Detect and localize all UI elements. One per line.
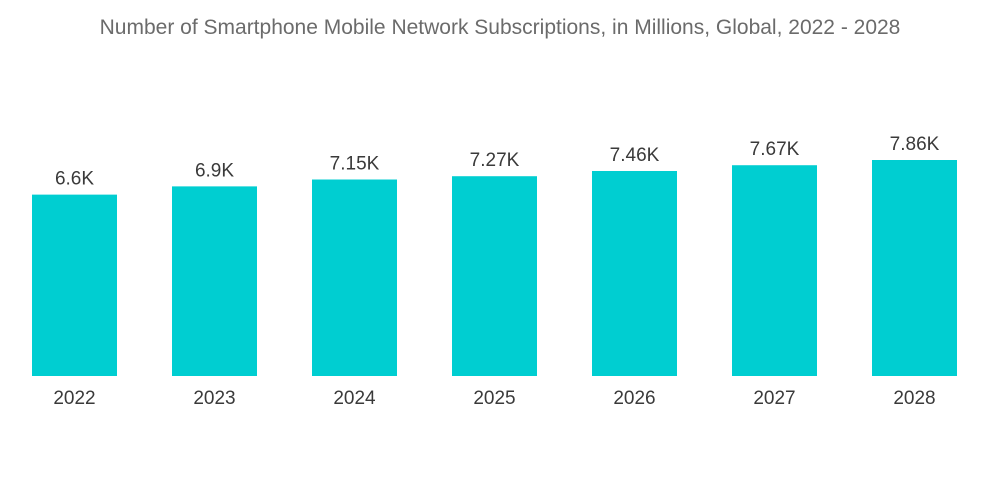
bar-2025	[452, 176, 537, 376]
data-label-2024: 7.15K	[330, 154, 380, 175]
x-tick-2025: 2025	[473, 388, 515, 409]
bar-2027	[732, 165, 817, 376]
x-tick-2023: 2023	[193, 388, 235, 409]
bar-2022	[32, 194, 117, 376]
data-label-2028: 7.86K	[890, 134, 940, 155]
bar-2024	[312, 179, 397, 376]
x-tick-2028: 2028	[893, 388, 935, 409]
x-tick-2027: 2027	[753, 388, 795, 409]
bar-2026	[592, 170, 677, 376]
data-label-2025: 7.27K	[470, 150, 520, 171]
x-tick-2026: 2026	[613, 388, 655, 409]
bar-2023	[172, 186, 257, 376]
data-label-2022: 6.6K	[55, 169, 94, 190]
bar-2028	[872, 160, 957, 376]
x-tick-2022: 2022	[53, 388, 95, 409]
chart-title: Number of Smartphone Mobile Network Subs…	[99, 16, 901, 39]
x-tick-2024: 2024	[333, 388, 376, 409]
data-label-2023: 6.9K	[195, 160, 234, 181]
data-label-2027: 7.67K	[750, 139, 800, 160]
data-label-2026: 7.46K	[610, 145, 660, 166]
